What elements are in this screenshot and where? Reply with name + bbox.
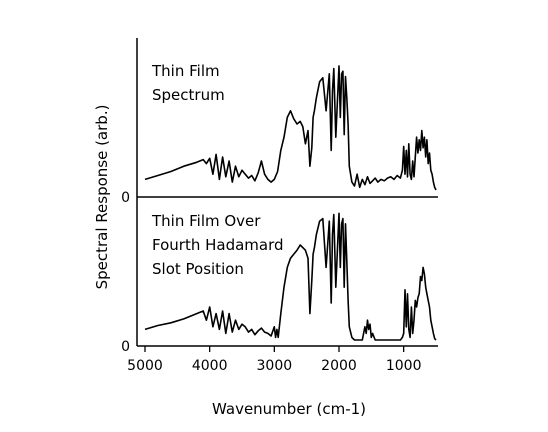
x-tick-label: 2000 (321, 358, 357, 374)
y-axis-label: Spectral Response (arb.) (93, 105, 111, 290)
bottom-annotation-line: Slot Position (152, 260, 244, 278)
top-spectrum-line (144, 65, 437, 191)
x-axis-ticks: 5000 4000 3000 2000 1000 (127, 346, 421, 374)
bottom-spectrum-series (144, 212, 437, 341)
bottom-annotation-line: Fourth Hadamard (152, 236, 284, 254)
top-panel-annotation: Thin Film Spectrum (151, 62, 225, 104)
bottom-zero-label: 0 (121, 339, 130, 355)
x-tick-label: 1000 (386, 358, 422, 374)
x-tick-label: 5000 (127, 358, 163, 374)
x-tick-label: 4000 (192, 358, 228, 374)
bottom-spectrum-line (144, 212, 437, 341)
top-spectrum-series (144, 65, 437, 191)
x-tick-label: 3000 (257, 358, 293, 374)
top-annotation-line: Thin Film (151, 62, 220, 80)
top-zero-label: 0 (121, 190, 130, 206)
bottom-panel-annotation: Thin Film Over Fourth Hadamard Slot Posi… (151, 212, 284, 278)
top-annotation-line: Spectrum (152, 86, 225, 104)
x-axis-label: Wavenumber (cm-1) (212, 400, 366, 418)
bottom-annotation-line: Thin Film Over (151, 212, 261, 230)
